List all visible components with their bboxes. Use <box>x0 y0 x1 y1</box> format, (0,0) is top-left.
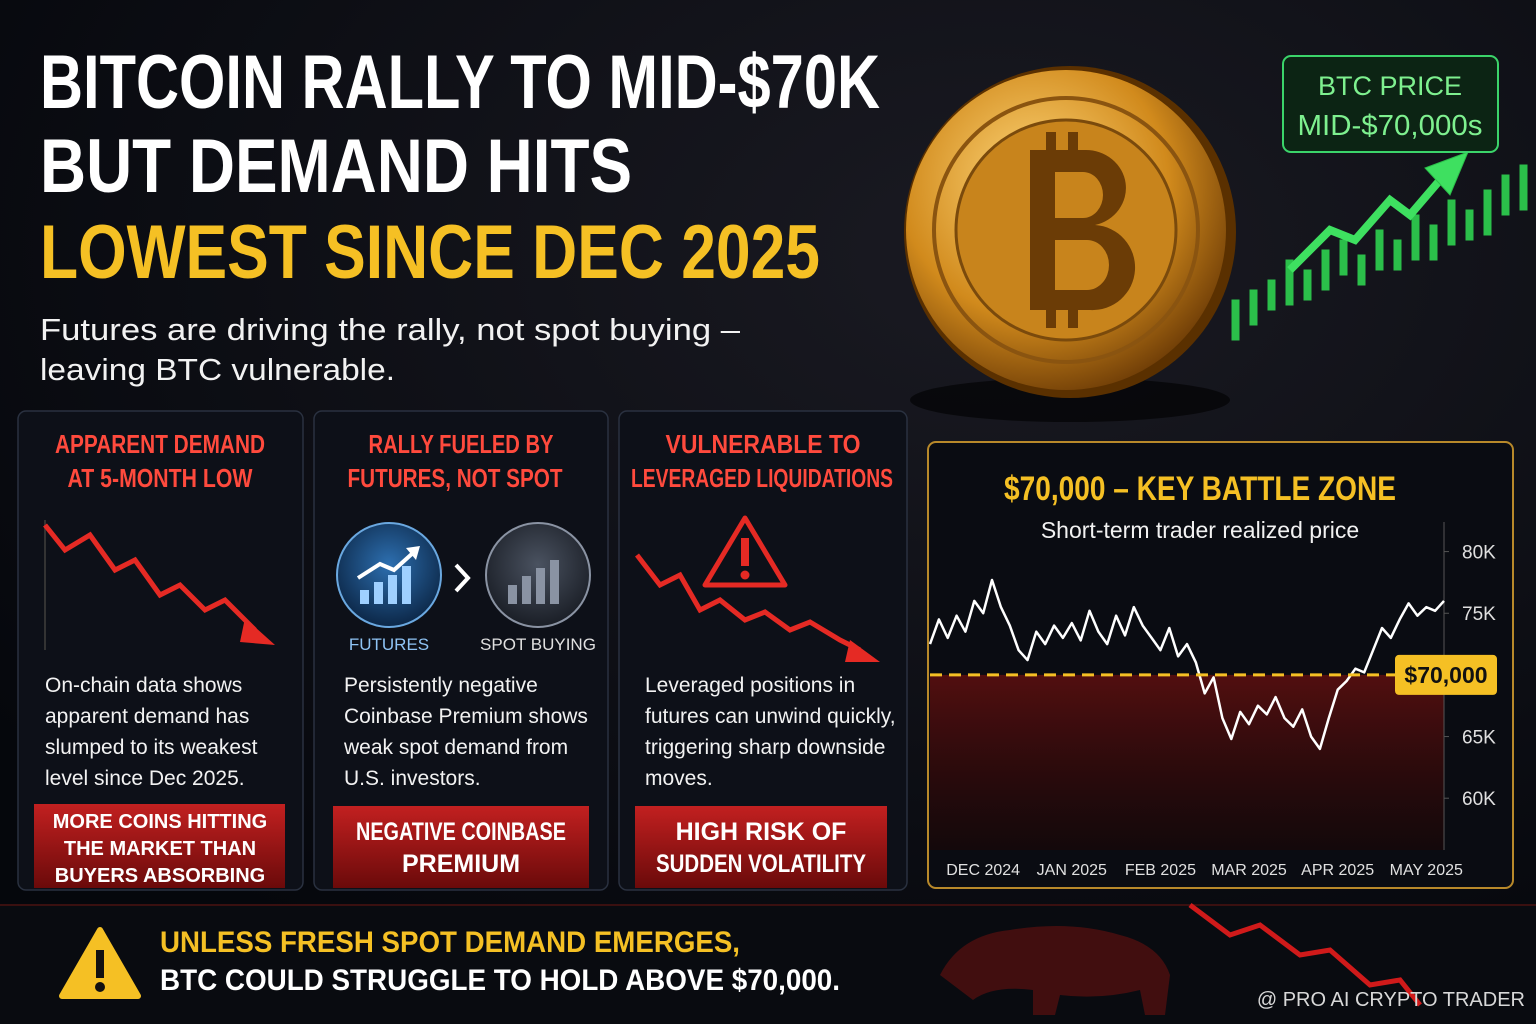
chart-subtitle: Short-term trader realized price <box>1041 517 1359 543</box>
x-tick-label: JAN 2025 <box>1037 862 1107 879</box>
x-tick-label: MAY 2025 <box>1390 862 1463 879</box>
subtitle-line: Futures are driving the rally, not spot … <box>40 312 741 347</box>
footer-band <box>0 905 1536 1024</box>
x-tick-label: APR 2025 <box>1301 862 1374 879</box>
callout <box>635 806 887 888</box>
card-body: weak spot demand from <box>343 736 568 759</box>
reference-badge <box>1395 654 1497 695</box>
x-tick-label: FEB 2025 <box>1125 862 1196 879</box>
y-tick-label: 60K <box>1462 789 1496 810</box>
icon-label: SPOT BUYING <box>480 635 596 654</box>
card-title: LEVERAGED LIQUIDATIONS <box>631 463 893 493</box>
card-body: U.S. investors. <box>344 767 481 790</box>
y-tick-label: 75K <box>1462 604 1496 625</box>
below-zone <box>930 674 1444 850</box>
watermark: @ PRO AI CRYPTO TRADER <box>1257 989 1525 1011</box>
title-line: BUT DEMAND HITS <box>40 124 632 209</box>
callout-line: NEGATIVE COINBASE <box>356 818 566 846</box>
reference-label: $70,000 <box>1404 662 1487 688</box>
card-body: Leveraged positions in <box>645 674 855 697</box>
bitcoin-coin <box>904 66 1236 422</box>
title-line: BITCOIN RALLY TO MID-$70K <box>40 40 880 125</box>
card-title: VULNERABLE TO <box>666 429 861 459</box>
card-title: APPARENT DEMAND <box>55 429 265 459</box>
card-title: RALLY FUELED BY <box>369 429 554 459</box>
callout <box>34 804 285 888</box>
footer-line: BTC COULD STRUGGLE TO HOLD ABOVE $70,000… <box>160 964 840 997</box>
x-tick-label: DEC 2024 <box>946 862 1020 879</box>
y-tick-label: 80K <box>1462 543 1496 564</box>
chart: 80K 75K 65K 60K $70,000 DEC 2024 JAN 2025 FEB 2… <box>928 522 1497 879</box>
callout <box>333 806 589 888</box>
candles <box>1231 151 1528 341</box>
card-body: Coinbase Premium shows <box>344 705 588 728</box>
card-body: Persistently negative <box>344 674 538 697</box>
icon-label: FUTURES <box>349 635 429 654</box>
icons <box>336 522 591 628</box>
card-body: futures can unwind quickly, <box>645 705 896 728</box>
bear <box>940 926 1170 1015</box>
callout-line: THE MARKET THAN <box>64 838 256 860</box>
card-body: level since Dec 2025. <box>45 767 245 790</box>
x-tick-label: MAR 2025 <box>1211 862 1287 879</box>
callout-line: SUDDEN VOLATILITY <box>656 850 866 878</box>
callout-line: HIGH RISK OF <box>676 818 847 846</box>
card-body: slumped to its weakest <box>45 736 258 759</box>
card-body: On-chain data shows <box>45 674 242 697</box>
footer-line: UNLESS FRESH SPOT DEMAND EMERGES, <box>160 926 740 959</box>
footer-arrow <box>1188 903 1422 1007</box>
card-body: triggering sharp downside <box>645 736 885 759</box>
price-line <box>928 578 1445 751</box>
card-body: apparent demand has <box>45 705 249 728</box>
chart-title: $70,000 – KEY BATTLE ZONE <box>1004 470 1396 508</box>
callout-line: MORE COINS HITTING <box>53 811 267 833</box>
badge-line: MID-$70,000s <box>1298 110 1483 142</box>
badge-line: BTC PRICE <box>1318 71 1462 101</box>
card-title: AT 5-MONTH LOW <box>68 463 253 493</box>
callout-line: PREMIUM <box>402 850 520 878</box>
warning-chart <box>635 515 880 662</box>
price-badge <box>1282 55 1499 153</box>
title-highlight: LOWEST SINCE DEC 2025 <box>40 210 820 295</box>
subtitle-line: leaving BTC vulnerable. <box>40 352 395 387</box>
card-body: moves. <box>645 767 713 790</box>
callout-line: BUYERS ABSORBING <box>55 865 265 887</box>
card-title: FUTURES, NOT SPOT <box>348 463 563 493</box>
falling-arrow <box>43 520 275 650</box>
warning-icon <box>59 927 141 999</box>
y-tick-label: 65K <box>1462 728 1496 749</box>
